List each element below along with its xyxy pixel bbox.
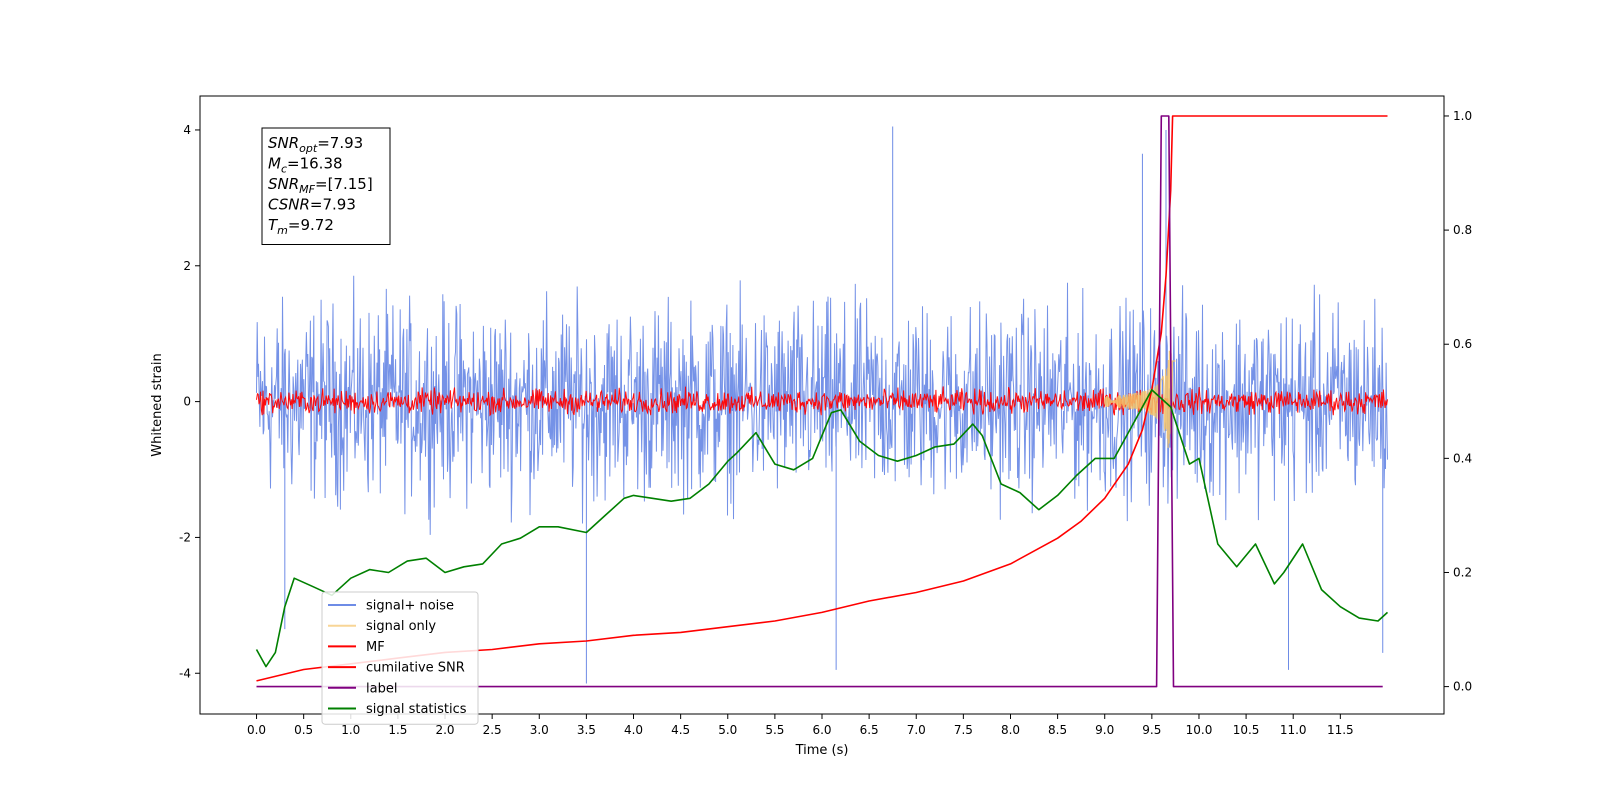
x-tick-label: 7.0 — [907, 723, 926, 737]
annotation-frame — [261, 127, 391, 245]
x-tick-label: 3.0 — [530, 723, 549, 737]
x-tick-label: 2.5 — [483, 723, 502, 737]
x-tick-label: 11.5 — [1327, 723, 1354, 737]
legend-label-mf: MF — [366, 640, 385, 655]
annotation-value: =9.72 — [288, 216, 334, 234]
x-axis-label: Time (s) — [795, 743, 849, 758]
legend-label-label: label — [366, 681, 397, 696]
y-tick-label: 0 — [183, 395, 191, 409]
series-label — [256, 115, 1383, 688]
x-tick-label: 10.0 — [1186, 723, 1213, 737]
legend-label-cumilative-snr: cumilative SNR — [366, 661, 465, 676]
y2-tick-label: 1.0 — [1453, 109, 1472, 123]
y-axis-label: Whitened strain — [150, 353, 165, 456]
x-tick-label: 1.0 — [341, 723, 360, 737]
annotation-symbol: M — [268, 155, 281, 173]
annotation-symbol: SNR — [268, 175, 299, 193]
y-tick-label: 2 — [183, 259, 191, 273]
x-tick-label: 5.0 — [718, 723, 737, 737]
annotation-line: SNRopt=7.93 — [268, 134, 363, 155]
y2-tick-label: 0.6 — [1453, 337, 1472, 351]
series-signal-noise — [256, 126, 1388, 684]
x-tick-label: 5.5 — [765, 723, 784, 737]
x-tick-label: 1.5 — [388, 723, 407, 737]
x-tick-label: 9.5 — [1142, 723, 1161, 737]
x-tick-label: 4.0 — [624, 723, 643, 737]
x-tick-label: 8.0 — [1001, 723, 1020, 737]
y2-axis: 0.0 0.2 0.4 0.6 0.8 1.0 — [1444, 109, 1472, 694]
x-tick-label: 7.5 — [954, 723, 973, 737]
y-tick-label: -2 — [179, 530, 191, 544]
annotation-line: SNRMF=[7.15] — [268, 175, 373, 196]
x-tick-label: 0.0 — [247, 723, 266, 737]
x-tick-label: 4.5 — [671, 723, 690, 737]
y-axis: -4 -2 0 2 4 — [179, 123, 200, 680]
series-signal-statistics-line — [255, 389, 1389, 668]
annotation-value: =7.93 — [317, 134, 363, 152]
y2-tick-label: 0.4 — [1453, 451, 1472, 465]
annotation-line: CSNR=7.93 — [268, 196, 356, 214]
y2-tick-label: 0.8 — [1453, 223, 1472, 237]
x-tick-label: 11.0 — [1280, 723, 1307, 737]
y-tick-label: -4 — [179, 666, 191, 680]
annotation-line: Tm=9.72 — [268, 216, 334, 237]
annotation-value: =16.38 — [287, 155, 343, 173]
y2-tick-label: 0.2 — [1453, 565, 1472, 579]
annotation-symbol: SNR — [268, 134, 299, 152]
x-tick-label: 6.5 — [860, 723, 879, 737]
x-tick-label: 8.5 — [1048, 723, 1067, 737]
annotation-symbol: T — [268, 216, 279, 234]
x-tick-label: 10.5 — [1233, 723, 1260, 737]
x-tick-label: 6.0 — [812, 723, 831, 737]
legend-frame — [321, 591, 479, 725]
series-mf — [256, 386, 1388, 417]
series-signal-statistics — [255, 389, 1389, 668]
legend-label-signal-statistics: signal statistics — [366, 702, 467, 717]
series-mf-line — [256, 386, 1388, 417]
annotation-subscript: opt — [299, 142, 318, 155]
series-signal-noise-line — [256, 275, 1388, 535]
annotation-value: =[7.15] — [315, 175, 373, 193]
annotation-subscript: m — [277, 224, 288, 237]
x-tick-label: 0.5 — [294, 723, 313, 737]
annotation-symbol: CSNR — [268, 196, 310, 214]
y-tick-label: 4 — [183, 123, 191, 137]
annotation-line: Mc=16.38 — [268, 155, 343, 176]
x-tick-label: 9.0 — [1095, 723, 1114, 737]
x-tick-label: 2.0 — [435, 723, 454, 737]
x-tick-label: 3.5 — [577, 723, 596, 737]
annotation-subscript: c — [281, 163, 287, 176]
x-axis: 0.0 0.5 1.0 1.5 2.0 2.5 3.0 3.5 4.0 4.5 5.0 5.5 6.0 6… — [247, 714, 1354, 737]
y2-tick-label: 0.0 — [1453, 680, 1472, 694]
annotation-box: SNRopt=7.93Mc=16.38SNRMF=[7.15]CSNR=7.93… — [261, 127, 391, 245]
legend-label-signal-only: signal only — [366, 619, 436, 634]
annotation-subscript: MF — [299, 183, 315, 196]
legend: signal+ noise signal only MF cumilative SNR… — [321, 591, 479, 725]
legend-label-signal-noise: signal+ noise — [366, 599, 454, 614]
annotation-value: =7.93 — [310, 196, 356, 214]
